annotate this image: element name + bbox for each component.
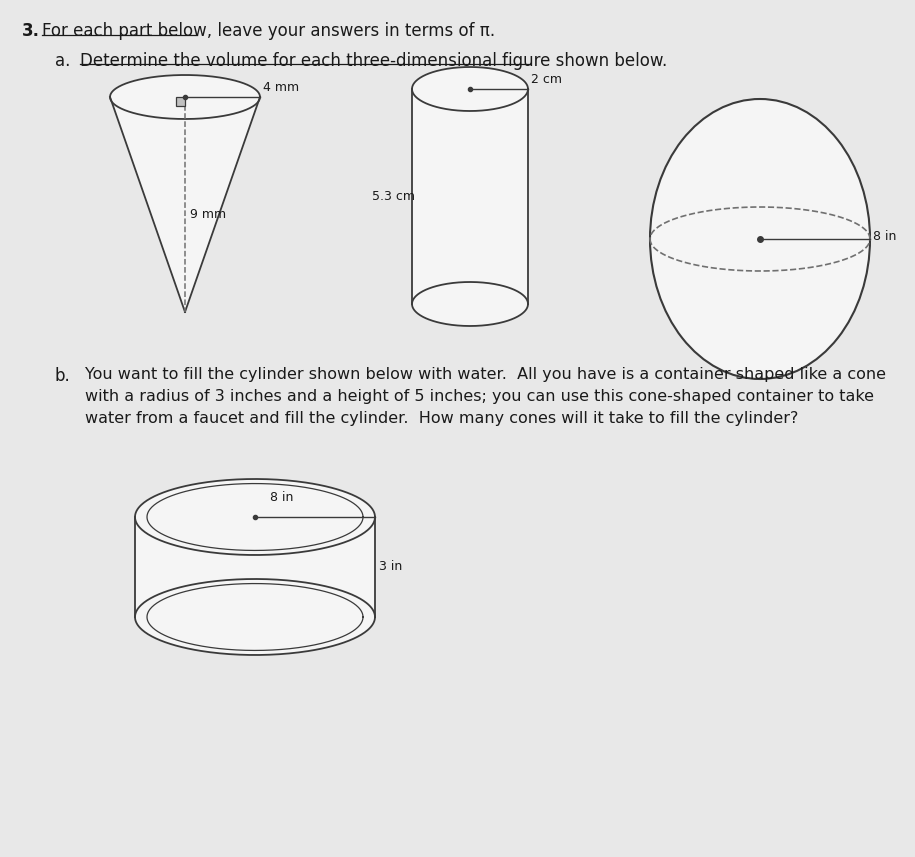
Bar <box>176 97 185 106</box>
Polygon shape <box>135 517 375 617</box>
Text: 9 mm: 9 mm <box>190 208 226 221</box>
Text: Determine the volume for each three-dimensional figure shown below.: Determine the volume for each three-dime… <box>80 52 667 70</box>
Polygon shape <box>135 579 375 655</box>
Text: For each part below, leave your answers in terms of π.: For each part below, leave your answers … <box>42 22 495 40</box>
Ellipse shape <box>650 99 870 379</box>
Polygon shape <box>412 67 528 111</box>
Text: b.: b. <box>55 367 70 385</box>
Text: 3 in: 3 in <box>379 560 403 573</box>
Text: water from a faucet and fill the cylinder.  How many cones will it take to fill : water from a faucet and fill the cylinde… <box>85 411 799 426</box>
Text: You want to fill the cylinder shown below with water.  All you have is a contain: You want to fill the cylinder shown belo… <box>85 367 886 382</box>
Text: 3.: 3. <box>22 22 40 40</box>
Text: with a radius of 3 inches and a height of 5 inches; you can use this cone-shaped: with a radius of 3 inches and a height o… <box>85 389 874 404</box>
Polygon shape <box>412 89 528 304</box>
Text: 8 in: 8 in <box>873 230 897 243</box>
Text: 2 cm: 2 cm <box>531 73 562 86</box>
Polygon shape <box>135 479 375 555</box>
Polygon shape <box>110 75 260 312</box>
Polygon shape <box>412 282 528 326</box>
Text: 5.3 cm: 5.3 cm <box>372 190 415 203</box>
Text: a.: a. <box>55 52 70 70</box>
Text: 4 mm: 4 mm <box>263 81 299 93</box>
Text: 8 in: 8 in <box>270 490 294 504</box>
Polygon shape <box>110 75 260 119</box>
